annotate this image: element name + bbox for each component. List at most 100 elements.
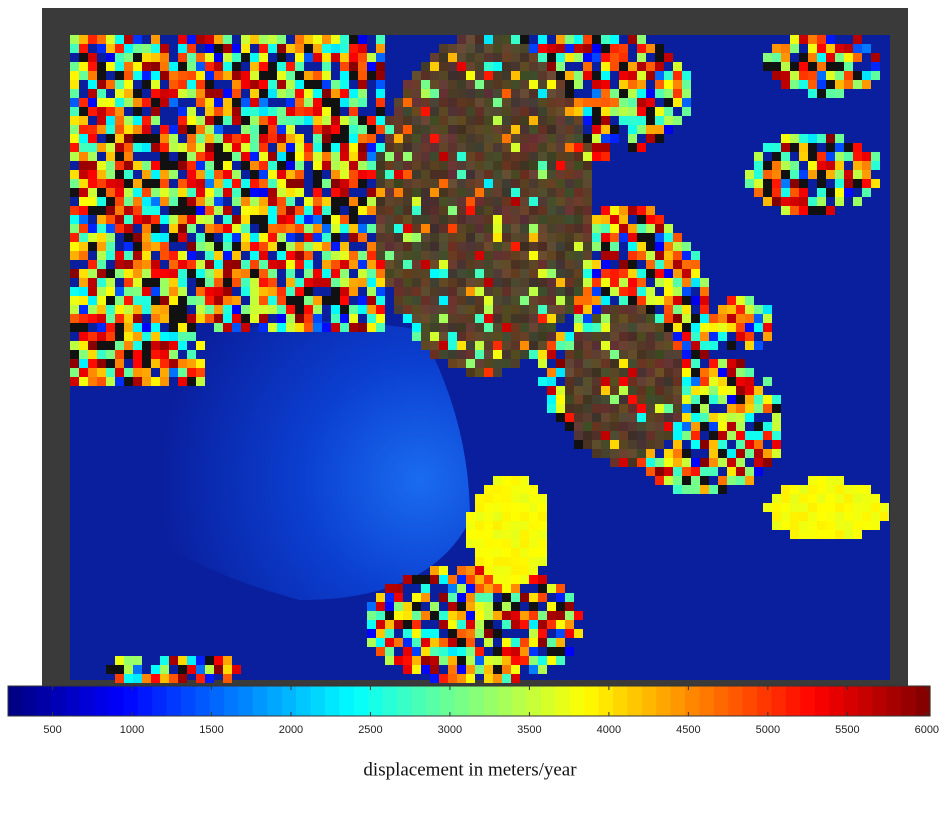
map-cell [151, 233, 160, 242]
map-cell [466, 521, 475, 530]
map-cell [511, 557, 520, 566]
map-cell [493, 557, 502, 566]
map-cell [322, 179, 331, 188]
map-cell [475, 629, 484, 638]
map-cell [385, 602, 394, 611]
map-cell [160, 161, 169, 170]
map-cell [106, 341, 115, 350]
map-cell [133, 305, 142, 314]
map-cell [646, 233, 655, 242]
map-cell [367, 251, 376, 260]
map-cell [547, 179, 556, 188]
map-cell [700, 296, 709, 305]
map-cell [799, 71, 808, 80]
map-cell [376, 107, 385, 116]
map-cell [709, 467, 718, 476]
map-cell [241, 305, 250, 314]
map-cell [511, 602, 520, 611]
map-cell [142, 332, 151, 341]
map-cell [655, 476, 664, 485]
colorbar-step [743, 686, 758, 716]
map-cell [421, 332, 430, 341]
map-cell [133, 206, 142, 215]
map-cell [799, 170, 808, 179]
map-cell [313, 134, 322, 143]
map-cell [466, 233, 475, 242]
map-cell [619, 260, 628, 269]
map-cell [664, 107, 673, 116]
map-cell [466, 179, 475, 188]
map-cell [394, 278, 403, 287]
map-cell [574, 260, 583, 269]
map-cell [286, 134, 295, 143]
map-cell [529, 503, 538, 512]
map-cell [682, 242, 691, 251]
map-cell [817, 476, 826, 485]
map-cell [286, 143, 295, 152]
map-cell [439, 233, 448, 242]
map-cell [385, 656, 394, 665]
map-cell [115, 62, 124, 71]
map-cell [646, 359, 655, 368]
map-cell [484, 629, 493, 638]
colorbar-step [858, 686, 873, 716]
map-cell [790, 170, 799, 179]
map-cell [529, 233, 538, 242]
map-cell [142, 278, 151, 287]
map-cell [304, 107, 313, 116]
map-cell [142, 188, 151, 197]
map-cell [115, 44, 124, 53]
map-cell [466, 80, 475, 89]
map-cell [718, 440, 727, 449]
map-cell [529, 44, 538, 53]
map-cell [493, 251, 502, 260]
map-cell [70, 80, 79, 89]
map-cell [448, 287, 457, 296]
map-cell [547, 377, 556, 386]
map-cell [520, 152, 529, 161]
map-cell [511, 638, 520, 647]
map-cell [637, 413, 646, 422]
map-cell [673, 251, 682, 260]
map-cell [502, 269, 511, 278]
map-cell [304, 251, 313, 260]
map-cell [646, 107, 655, 116]
map-cell [502, 323, 511, 332]
map-cell [808, 512, 817, 521]
map-cell [358, 323, 367, 332]
map-cell [664, 431, 673, 440]
map-cell [124, 269, 133, 278]
map-cell [421, 179, 430, 188]
map-cell [466, 593, 475, 602]
map-cell [574, 44, 583, 53]
map-cell [214, 665, 223, 674]
map-cell [178, 35, 187, 44]
map-cell [727, 386, 736, 395]
map-cell [88, 206, 97, 215]
map-cell [817, 485, 826, 494]
map-cell [115, 206, 124, 215]
map-cell [196, 656, 205, 665]
map-cell [655, 323, 664, 332]
map-cell [70, 188, 79, 197]
map-cell [448, 323, 457, 332]
map-cell [484, 260, 493, 269]
map-cell [565, 116, 574, 125]
map-cell [547, 242, 556, 251]
map-cell [115, 188, 124, 197]
map-cell [142, 215, 151, 224]
map-cell [70, 323, 79, 332]
map-cell [763, 197, 772, 206]
colorbar-step [80, 686, 95, 716]
map-cell [304, 305, 313, 314]
map-cell [493, 359, 502, 368]
map-cell [385, 197, 394, 206]
map-cell [439, 62, 448, 71]
colorbar-step [37, 686, 52, 716]
map-cell [439, 620, 448, 629]
map-cell [322, 323, 331, 332]
map-cell [547, 188, 556, 197]
map-cell [466, 656, 475, 665]
map-cell [655, 233, 664, 242]
map-cell [808, 530, 817, 539]
